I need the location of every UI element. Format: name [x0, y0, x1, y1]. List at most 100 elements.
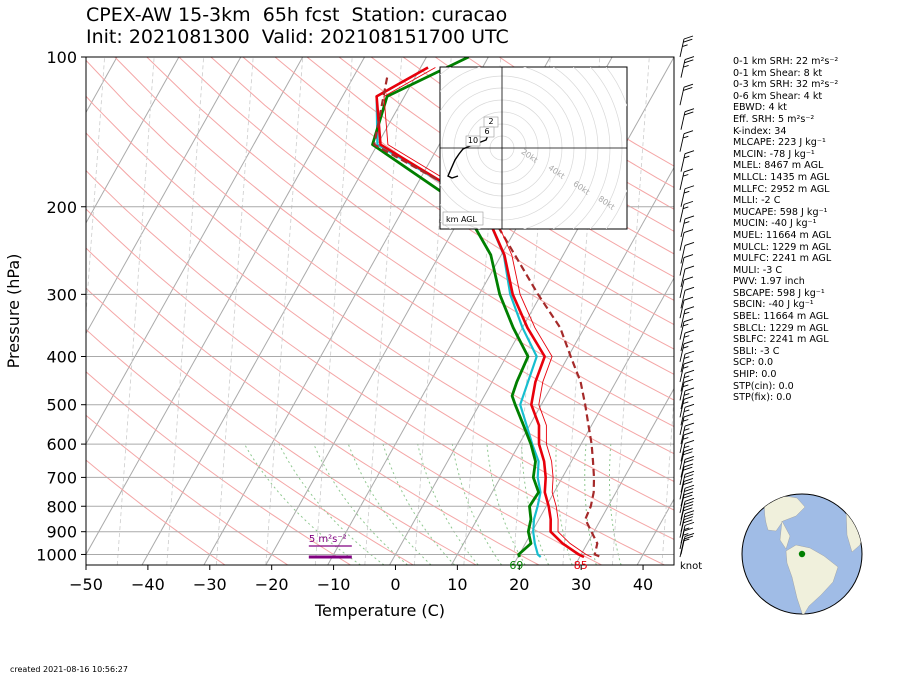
isotherm [699, 57, 906, 565]
stat-line: 0-3 km SRH: 32 m²s⁻² [733, 79, 839, 91]
stat-line: SBLCL: 1229 m AGL [733, 322, 829, 334]
wind-barb [679, 276, 694, 299]
wind-barb [680, 470, 695, 493]
hodograph-trace [447, 132, 490, 179]
isotherm [512, 277, 674, 565]
isotherm [86, 57, 304, 445]
dry-adiabat [86, 95, 674, 511]
moist-adiabat [584, 444, 597, 565]
y-tick-label: 300 [46, 285, 77, 304]
wind-barb [679, 229, 694, 251]
isotherm [574, 387, 674, 565]
stat-line: MULI: -3 C [733, 264, 783, 276]
mixing-ratio-line [711, 57, 748, 565]
dry-adiabat [86, 247, 540, 565]
stat-line: SHIP: 0.0 [733, 369, 777, 381]
plot-frame [85, 56, 675, 566]
stat-line: SBEL: 11664 m AGL [733, 311, 829, 323]
x-tick-label: 30 [571, 575, 591, 594]
stat-line: MULFC: 2241 m AGL [733, 253, 832, 265]
x-axis-label: Temperature (C) [314, 601, 445, 620]
x-tick-label: −10 [317, 575, 351, 594]
moist-adiabat [243, 443, 361, 565]
isotherm [86, 57, 180, 224]
wind-barb [679, 340, 694, 362]
stat-line: SBLFC: 2241 m AGL [733, 334, 829, 346]
wind-barb [680, 350, 695, 373]
stat-line: MUCAPE: 598 J kg⁻¹ [733, 206, 828, 218]
y-axis-label: Pressure (hPa) [4, 254, 23, 369]
wind-barb [679, 516, 694, 538]
wind-barb [679, 448, 694, 470]
moist-adiabat [451, 444, 503, 565]
x-tick-label: −40 [131, 575, 165, 594]
mixing-ratio-line [116, 57, 155, 565]
mixing-ratio-line [364, 57, 403, 565]
hodograph-height-label: 6 [484, 127, 489, 136]
x-tick-label: −30 [193, 575, 227, 594]
y-tick-label: 600 [46, 435, 77, 454]
mixing-ratio-line [661, 393, 674, 565]
wind-barb [680, 286, 695, 309]
wind-barb [679, 491, 694, 513]
wind-barb [679, 168, 694, 191]
wind-barb [679, 413, 694, 436]
title-line-2: Init: 2021081300 Valid: 202108151700 UTC [86, 26, 509, 48]
wind-barb [680, 56, 695, 78]
moist-adiabat [382, 443, 455, 565]
mixing-ratio-line [463, 57, 502, 565]
dry-adiabat [274, 57, 674, 326]
wind-unit-label: knot [680, 561, 702, 572]
stat-line: SBCAPE: 598 J kg⁻¹ [733, 287, 825, 299]
x-tick-label: 20 [509, 575, 529, 594]
moist-adiabat [313, 443, 408, 565]
wind-barb [680, 422, 695, 445]
dry-adiabat [242, 57, 674, 350]
x-tick-label: 0 [390, 575, 400, 594]
stat-line: K-index: 34 [733, 125, 787, 137]
wind-barb [679, 431, 694, 454]
y-tick-label: 700 [46, 468, 77, 487]
mixing-ratio-line [314, 57, 353, 565]
wind-barb [679, 35, 694, 58]
wind-barb [679, 378, 694, 401]
surface-temperature-label: 85 [574, 559, 588, 572]
dry-adiabat [86, 208, 602, 565]
moist-adiabat [555, 444, 573, 565]
stat-line: 0-6 km Shear: 4 kt [733, 90, 823, 102]
moist-adiabat [609, 444, 622, 565]
stat-line: STP(cin): 0.0 [733, 380, 794, 392]
hodograph-height-label: 2 [488, 117, 493, 126]
wind-barb [680, 387, 695, 410]
mixing-ratio-line [166, 57, 205, 565]
stat-line: MLEL: 8467 m AGL [733, 160, 824, 172]
mixing-ratio-line [512, 57, 551, 565]
isotherm [636, 498, 674, 565]
x-tick-label: −50 [69, 575, 103, 594]
wind-barbs: knot [679, 35, 702, 572]
mixing-ratio-line [265, 57, 304, 565]
wind-barb [680, 265, 695, 288]
dry-adiabat [86, 287, 477, 565]
wind-barb [680, 150, 695, 172]
stability-indices-panel: 0-1 km SRH: 22 m²s⁻² 0-1 km Shear: 8 kt 0-… [733, 56, 838, 404]
wind-barb [679, 296, 694, 319]
x-tick-label: 10 [447, 575, 467, 594]
stat-line: SCP: 0.0 [733, 357, 774, 369]
stat-line: MLLFC: 2952 m AGL [733, 183, 830, 195]
wind-barb [679, 318, 694, 340]
mixing-ratio-line [413, 57, 452, 565]
wind-barb [679, 477, 694, 500]
wind-barb [680, 329, 695, 352]
dry-adiabat [86, 371, 351, 565]
dry-adiabat [146, 57, 674, 428]
dry-adiabat [86, 414, 289, 565]
dry-adiabat [86, 328, 414, 565]
wind-barb [679, 504, 694, 526]
wind-barb [679, 254, 694, 276]
wind-barb [679, 360, 694, 383]
dry-adiabat [306, 57, 674, 301]
y-tick-label: 1000 [36, 545, 77, 564]
